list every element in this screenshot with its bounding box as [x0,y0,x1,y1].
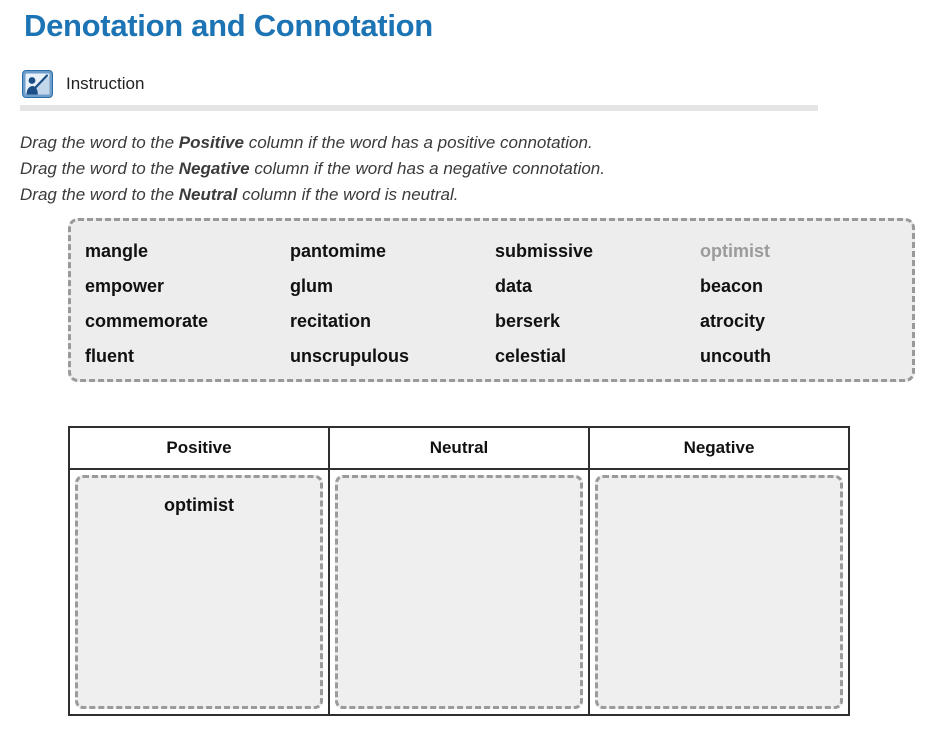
cell-negative [588,468,850,716]
dropzone-neutral[interactable] [335,475,583,709]
word-chip-glum[interactable]: glum [290,276,333,296]
word-chip-optimist-used: optimist [700,241,770,261]
instruction-label: Instruction [66,73,145,93]
word-chip-mangle[interactable]: mangle [85,241,149,261]
sort-table: Positive Neutral Negative optimist [68,426,850,716]
placed-word-optimist[interactable]: optimist [164,495,234,515]
word-chip-empower[interactable]: empower [85,276,165,296]
instruction-line-negative: Drag the word to the Negative column if … [20,159,605,178]
section-divider [20,105,818,111]
sort-table-body-row: optimist [68,468,850,716]
instruction-header: Instruction [22,69,946,98]
page-title: Denotation and Connotation [24,8,433,43]
word-chip-berserk[interactable]: berserk [495,311,561,331]
word-chip-atrocity[interactable]: atrocity [700,311,766,331]
word-chip-celestial[interactable]: celestial [495,346,567,366]
instruction-line-neutral: Drag the word to the Neutral column if t… [20,185,459,204]
dropzone-positive[interactable]: optimist [75,475,323,709]
column-header-neutral: Neutral [328,426,590,470]
word-chip-uncouth[interactable]: uncouth [700,346,771,366]
sort-table-header-row: Positive Neutral Negative [68,426,850,470]
instruction-line-positive: Drag the word to the Positive column if … [20,133,593,152]
cell-neutral [328,468,590,716]
word-chip-commemorate[interactable]: commemorate [85,311,209,331]
word-chip-fluent[interactable]: fluent [85,346,134,366]
word-chip-unscrupulous[interactable]: unscrupulous [290,346,410,366]
instructions-block: Drag the word to the Positive column if … [20,133,946,204]
word-chip-beacon[interactable]: beacon [700,276,764,296]
word-chip-submissive[interactable]: submissive [495,241,594,261]
word-chip-recitation[interactable]: recitation [290,311,372,331]
word-chip-pantomime[interactable]: pantomime [290,241,387,261]
instructor-presentation-icon [22,69,53,98]
dropzone-negative[interactable] [595,475,843,709]
column-header-positive: Positive [68,426,330,470]
word-bank: mangle pantomime submissive optimist emp… [68,218,915,382]
word-chip-data[interactable]: data [495,276,533,296]
column-header-negative: Negative [588,426,850,470]
cell-positive: optimist [68,468,330,716]
